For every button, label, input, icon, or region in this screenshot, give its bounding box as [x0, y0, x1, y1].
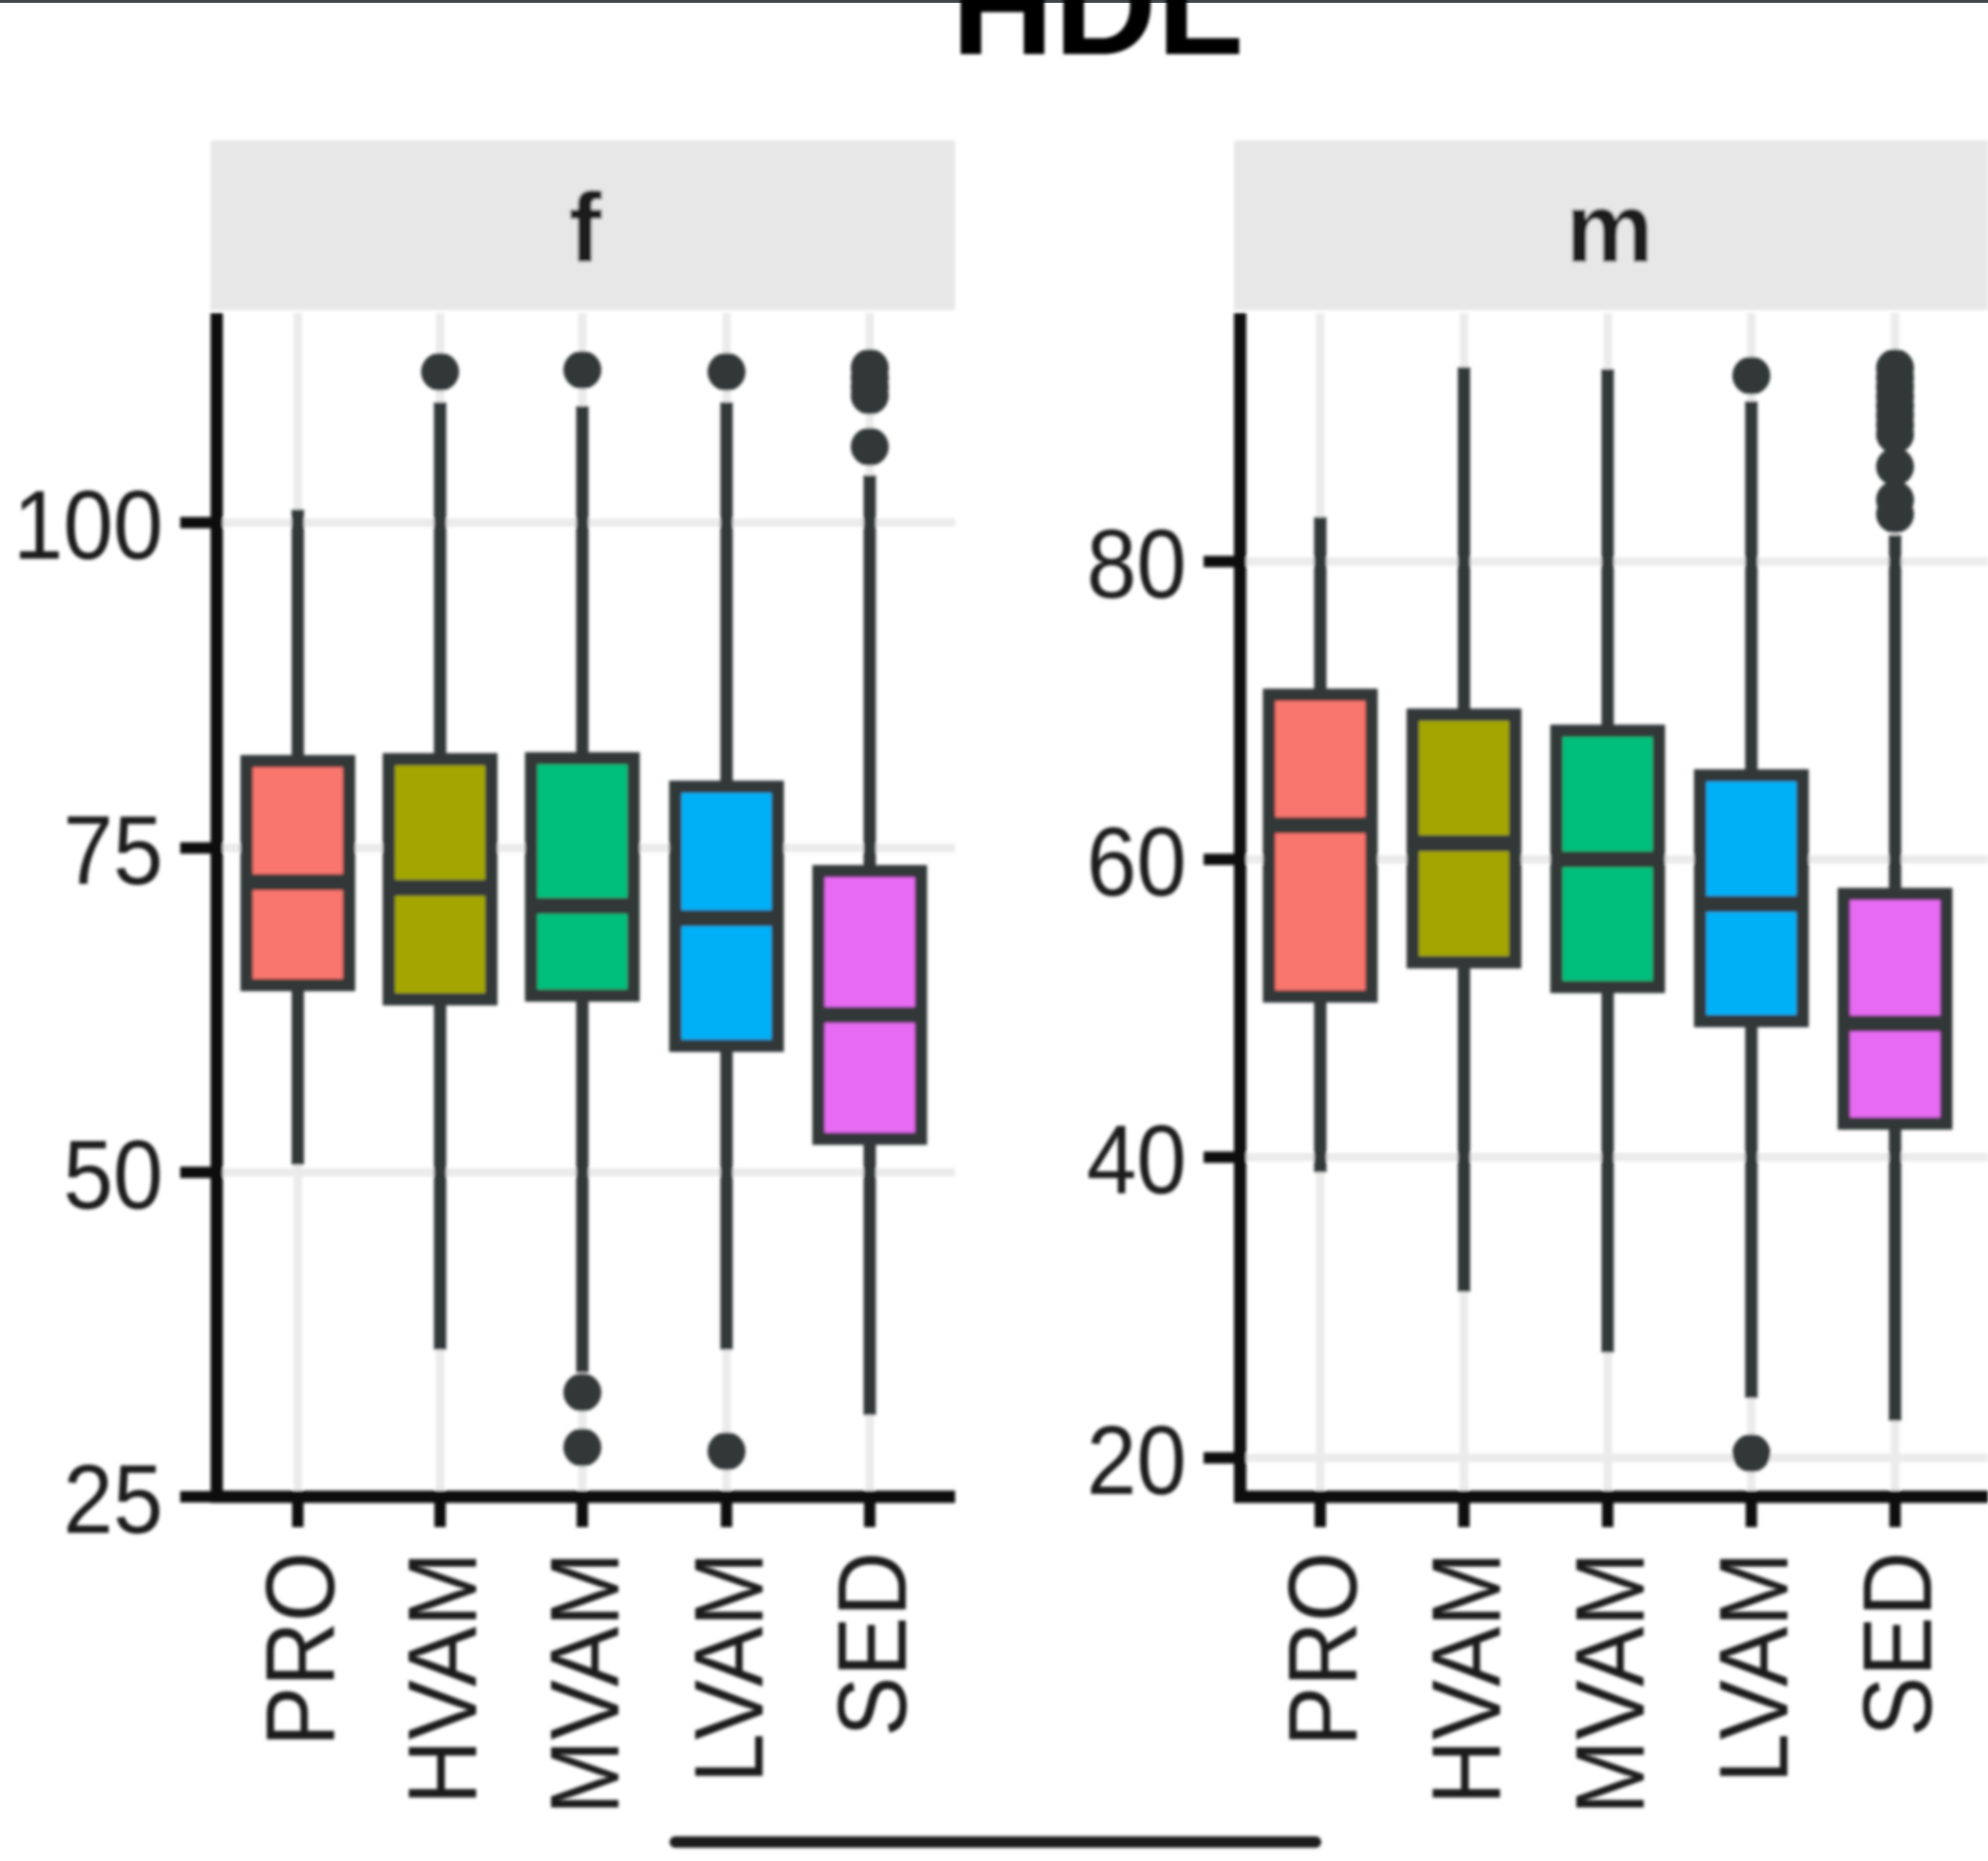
- svg-text:HDL: HDL: [951, 0, 1243, 84]
- svg-text:HVAM: HVAM: [1411, 1552, 1521, 1805]
- svg-text:SED: SED: [1842, 1552, 1952, 1737]
- svg-text:MVAM: MVAM: [529, 1552, 639, 1815]
- svg-text:LVAM: LVAM: [673, 1552, 783, 1783]
- svg-text:HVAM: HVAM: [387, 1552, 497, 1805]
- svg-text:m: m: [1566, 174, 1653, 284]
- svg-text:80: 80: [1087, 508, 1187, 618]
- svg-text:PRO: PRO: [1267, 1552, 1377, 1746]
- svg-text:SED: SED: [817, 1552, 927, 1737]
- svg-text:75: 75: [64, 795, 163, 905]
- svg-text:MVAM: MVAM: [1555, 1552, 1665, 1815]
- svg-text:LVAM: LVAM: [1699, 1552, 1809, 1783]
- svg-text:50: 50: [64, 1119, 163, 1229]
- svg-text:40: 40: [1087, 1104, 1187, 1214]
- svg-text:PRO: PRO: [245, 1552, 355, 1746]
- svg-text:25: 25: [64, 1444, 163, 1554]
- svg-text:f: f: [569, 174, 602, 284]
- svg-text:20: 20: [1087, 1405, 1187, 1515]
- svg-text:100: 100: [13, 470, 163, 580]
- svg-text:60: 60: [1087, 806, 1187, 916]
